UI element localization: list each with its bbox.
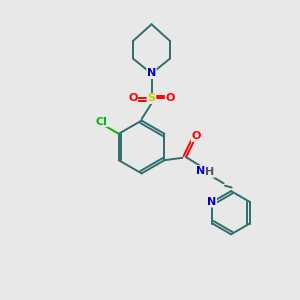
Text: O: O xyxy=(191,131,201,141)
Text: O: O xyxy=(128,93,138,103)
Text: N: N xyxy=(196,166,206,176)
Text: H: H xyxy=(206,167,215,177)
Text: Cl: Cl xyxy=(96,116,107,127)
Text: S: S xyxy=(148,93,155,103)
Text: N: N xyxy=(147,68,156,79)
Text: O: O xyxy=(165,93,175,103)
Text: N: N xyxy=(207,197,216,207)
